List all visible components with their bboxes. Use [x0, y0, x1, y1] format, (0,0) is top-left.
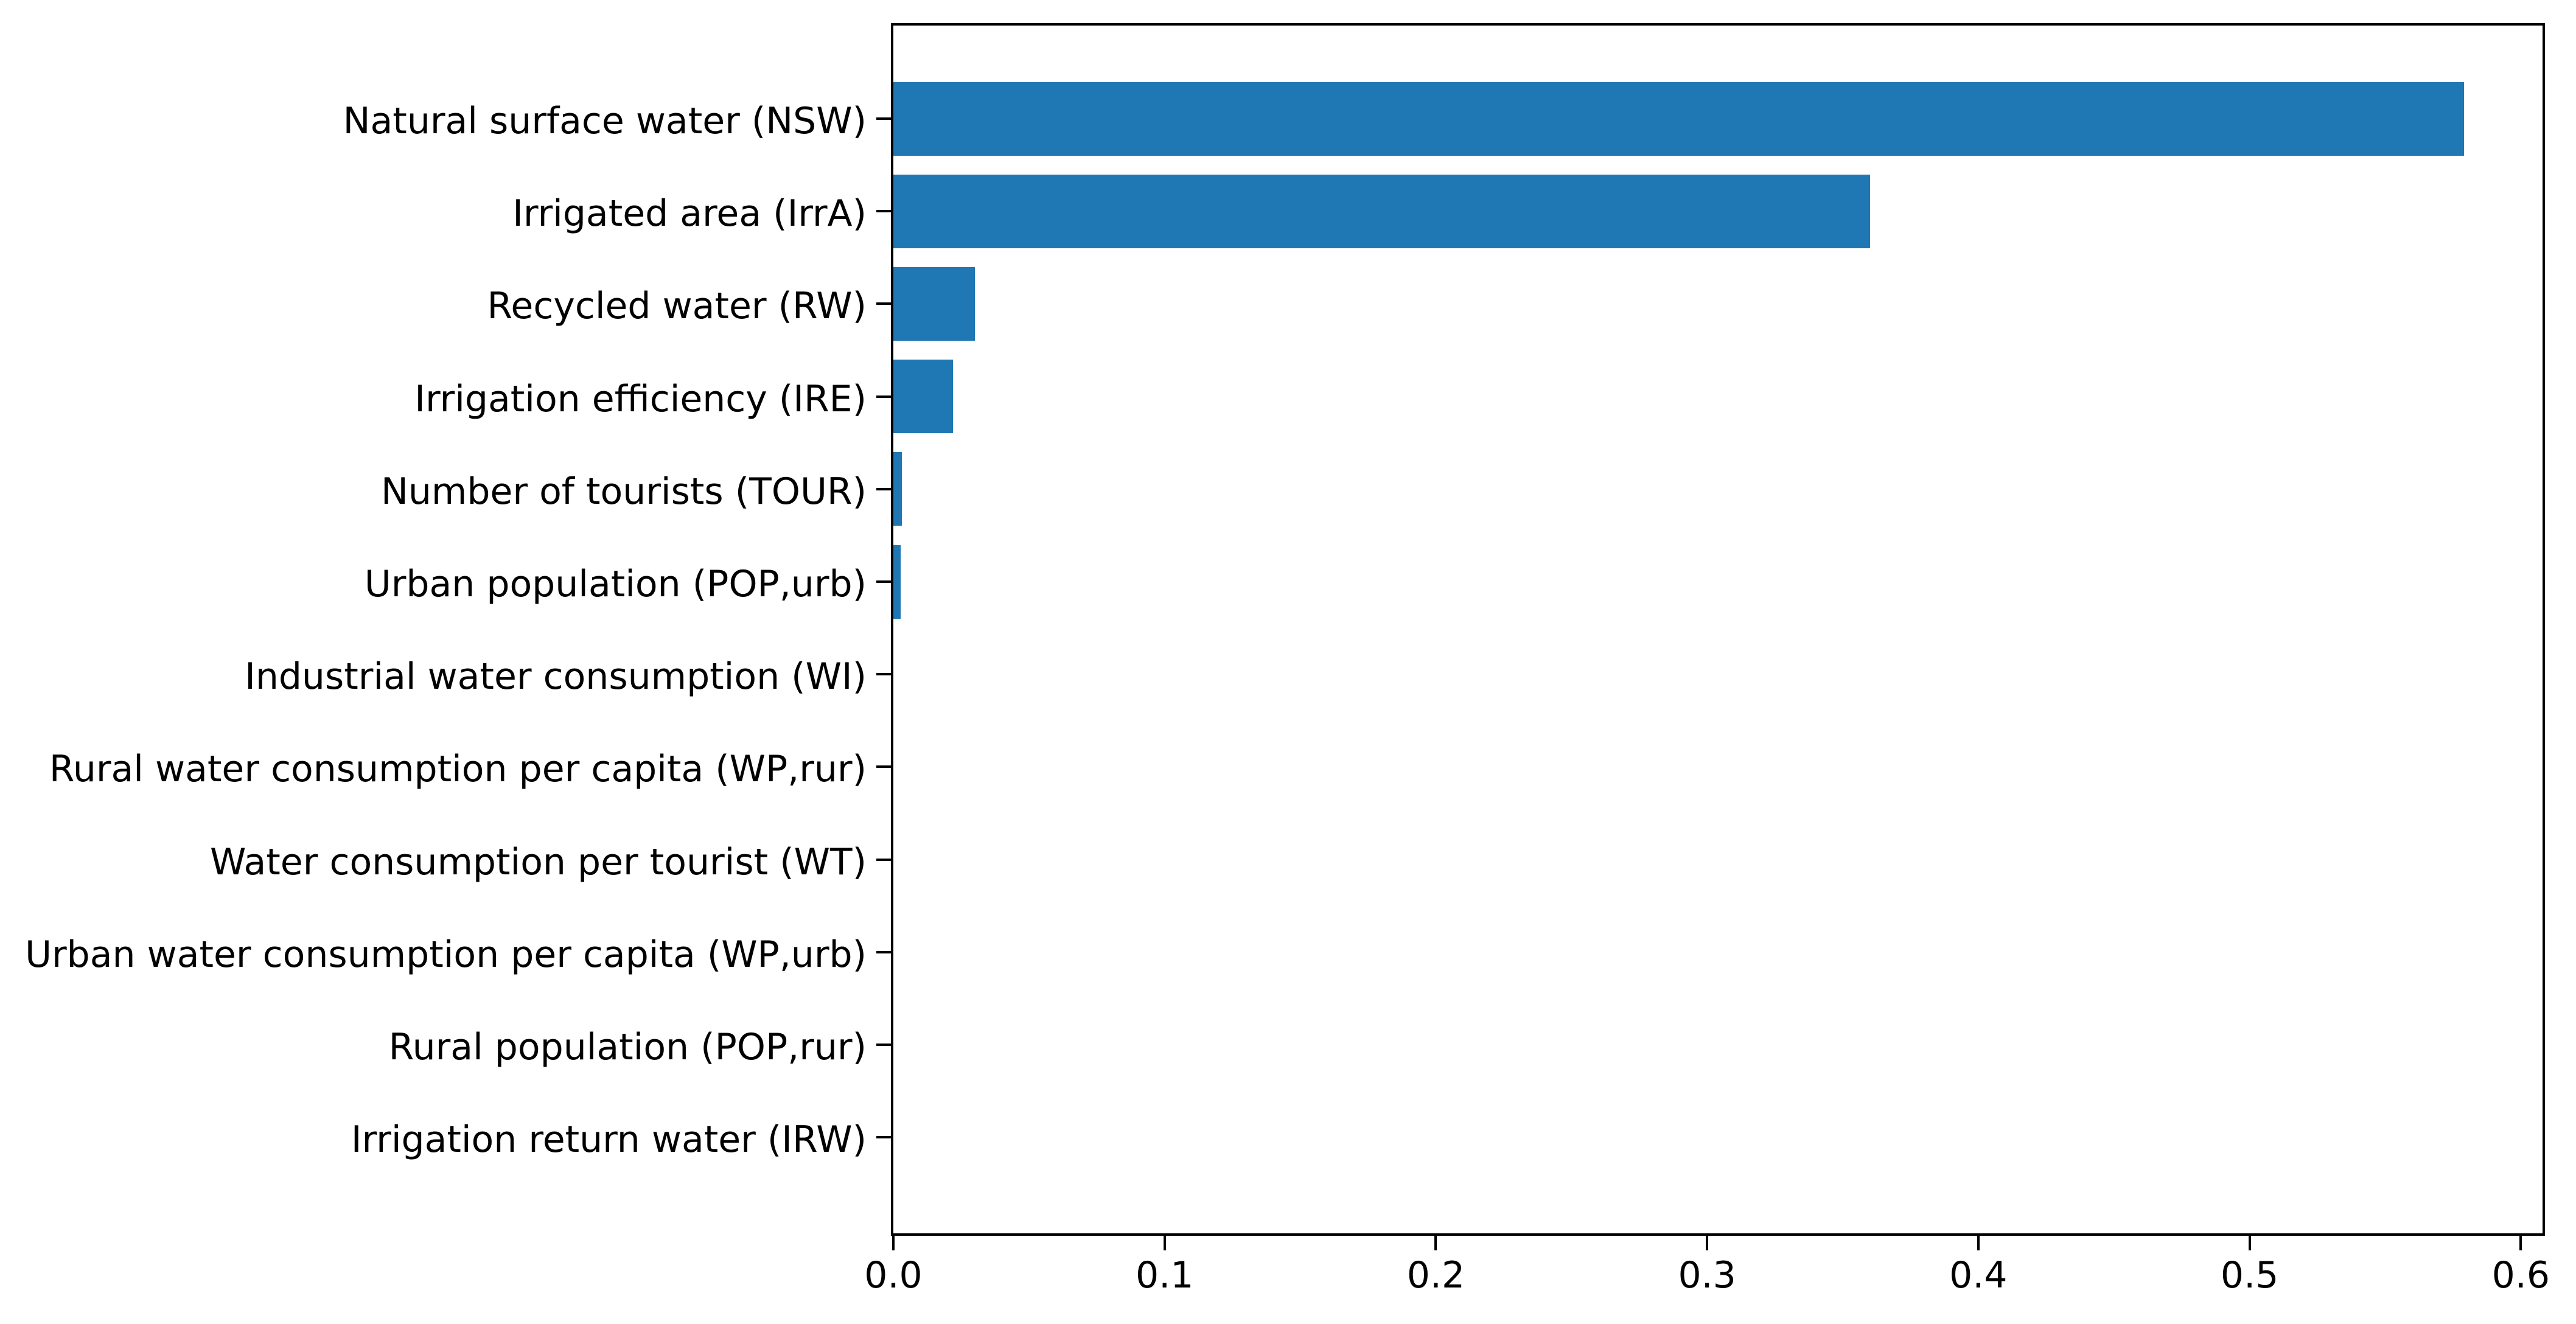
y-tick-label: Rural water consumption per capita (WP,r… — [49, 748, 867, 791]
x-tick-label: 0.0 — [864, 1254, 923, 1297]
y-tick-mark — [876, 765, 891, 768]
bar — [893, 267, 975, 341]
y-tick-label: Irrigated area (IrrA) — [512, 192, 867, 235]
y-tick-mark — [876, 117, 891, 120]
x-tick-mark — [1706, 1236, 1709, 1250]
bar — [893, 82, 2464, 156]
y-tick-mark — [876, 580, 891, 583]
y-tick-label: Natural surface water (NSW) — [343, 100, 867, 142]
x-tick-label: 0.1 — [1136, 1254, 1194, 1297]
bar — [893, 545, 901, 619]
x-tick-label: 0.3 — [1678, 1254, 1736, 1297]
x-tick-mark — [892, 1236, 895, 1250]
y-tick-label: Rural population (POP,rur) — [388, 1026, 867, 1068]
y-tick-mark — [876, 1044, 891, 1046]
y-tick-label: Irrigation efficiency (IRE) — [414, 377, 867, 420]
y-tick-mark — [876, 395, 891, 398]
y-tick-mark — [876, 210, 891, 213]
y-tick-label: Number of tourists (TOUR) — [380, 470, 867, 513]
bar — [893, 174, 1870, 248]
x-tick-mark — [2248, 1236, 2251, 1250]
y-tick-label: Recycled water (RW) — [487, 285, 867, 328]
x-tick-label: 0.4 — [1949, 1254, 2008, 1297]
y-tick-mark — [876, 487, 891, 490]
y-tick-mark — [876, 858, 891, 861]
x-tick-mark — [1977, 1236, 1980, 1250]
y-tick-mark — [876, 302, 891, 305]
y-tick-label: Urban water consumption per capita (WP,u… — [25, 933, 867, 976]
bar — [893, 452, 902, 526]
x-tick-mark — [1163, 1236, 1166, 1250]
y-tick-label: Urban population (POP,urb) — [364, 563, 867, 605]
y-tick-mark — [876, 1136, 891, 1139]
plot-area — [891, 23, 2545, 1236]
x-tick-label: 0.6 — [2491, 1254, 2550, 1297]
y-tick-mark — [876, 673, 891, 676]
y-tick-label: Industrial water consumption (WI) — [245, 655, 867, 699]
y-tick-label: Irrigation return water (IRW) — [351, 1118, 867, 1162]
x-tick-mark — [2519, 1236, 2522, 1250]
bar — [893, 360, 954, 434]
y-tick-label: Water consumption per tourist (WT) — [210, 840, 867, 883]
y-tick-mark — [876, 950, 891, 953]
x-tick-mark — [1434, 1236, 1437, 1250]
x-tick-label: 0.5 — [2220, 1254, 2279, 1297]
x-tick-label: 0.2 — [1406, 1254, 1465, 1297]
